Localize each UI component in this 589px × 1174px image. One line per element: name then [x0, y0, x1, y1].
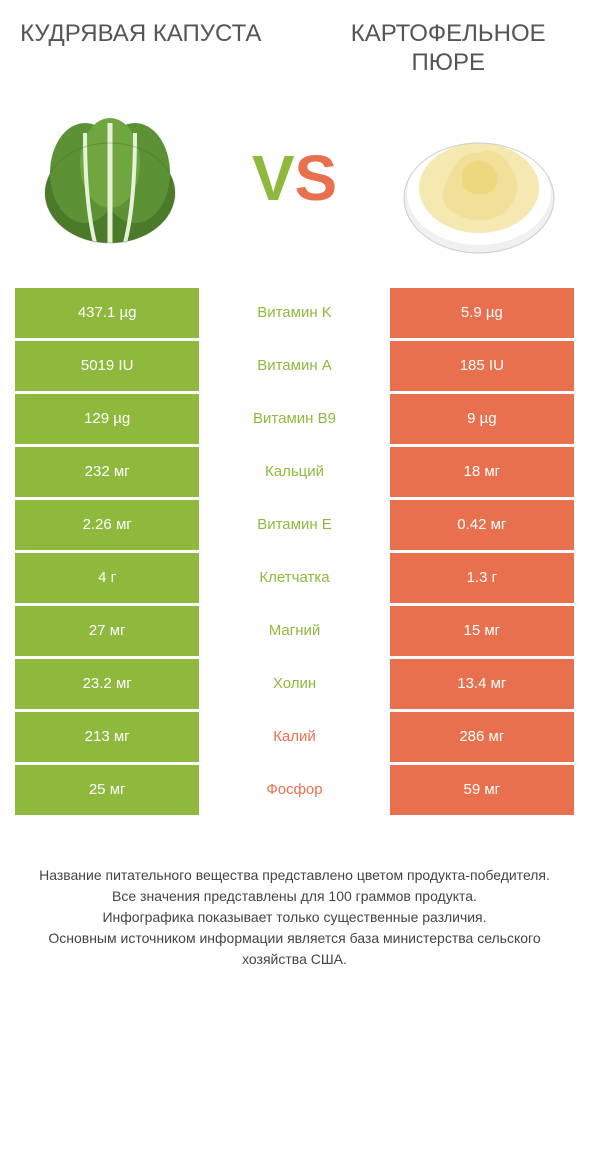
nutrient-label-6: Магний — [202, 606, 386, 656]
footer-line-4: Основным источником информации является … — [25, 928, 564, 970]
nutrient-label-2: Витамин B9 — [202, 394, 386, 444]
right-value-8: 286 мг — [390, 712, 574, 762]
left-value-0: 437.1 µg — [15, 288, 199, 338]
mashed-potato-image — [394, 93, 564, 263]
right-value-0: 5.9 µg — [390, 288, 574, 338]
images-row: VS — [15, 93, 574, 263]
right-value-1: 185 IU — [390, 341, 574, 391]
left-value-2: 129 µg — [15, 394, 199, 444]
right-value-6: 15 мг — [390, 606, 574, 656]
left-value-7: 23.2 мг — [15, 659, 199, 709]
left-value-6: 27 мг — [15, 606, 199, 656]
nutrient-label-1: Витамин A — [202, 341, 386, 391]
nutrient-label-5: Клетчатка — [202, 553, 386, 603]
right-value-3: 18 мг — [390, 447, 574, 497]
right-value-5: 1.3 г — [390, 553, 574, 603]
nutrient-label-0: Витамин K — [202, 288, 386, 338]
title-right: Картофельное пюре — [322, 20, 574, 78]
vs-s: S — [295, 142, 338, 214]
nutrient-label-9: Фосфор — [202, 765, 386, 815]
kale-image — [25, 93, 195, 263]
right-value-2: 9 µg — [390, 394, 574, 444]
left-value-3: 232 мг — [15, 447, 199, 497]
left-value-8: 213 мг — [15, 712, 199, 762]
left-value-9: 25 мг — [15, 765, 199, 815]
footer-note: Название питательного вещества представл… — [15, 865, 574, 970]
right-value-9: 59 мг — [390, 765, 574, 815]
footer-line-3: Инфографика показывает только существенн… — [25, 907, 564, 928]
nutrient-label-7: Холин — [202, 659, 386, 709]
footer-line-2: Все значения представлены для 100 граммо… — [25, 886, 564, 907]
comparison-table: 437.1 µgВитамин K5.9 µg5019 IUВитамин A1… — [15, 288, 574, 815]
title-left: Кудрявая капуста — [15, 20, 267, 78]
right-value-7: 13.4 мг — [390, 659, 574, 709]
nutrient-label-4: Витамин E — [202, 500, 386, 550]
nutrient-label-8: Калий — [202, 712, 386, 762]
vs-label: VS — [252, 141, 337, 215]
vs-v: V — [252, 142, 295, 214]
footer-line-1: Название питательного вещества представл… — [25, 865, 564, 886]
left-value-1: 5019 IU — [15, 341, 199, 391]
right-value-4: 0.42 мг — [390, 500, 574, 550]
nutrient-label-3: Кальций — [202, 447, 386, 497]
left-value-4: 2.26 мг — [15, 500, 199, 550]
left-value-5: 4 г — [15, 553, 199, 603]
titles-row: Кудрявая капуста Картофельное пюре — [15, 20, 574, 78]
